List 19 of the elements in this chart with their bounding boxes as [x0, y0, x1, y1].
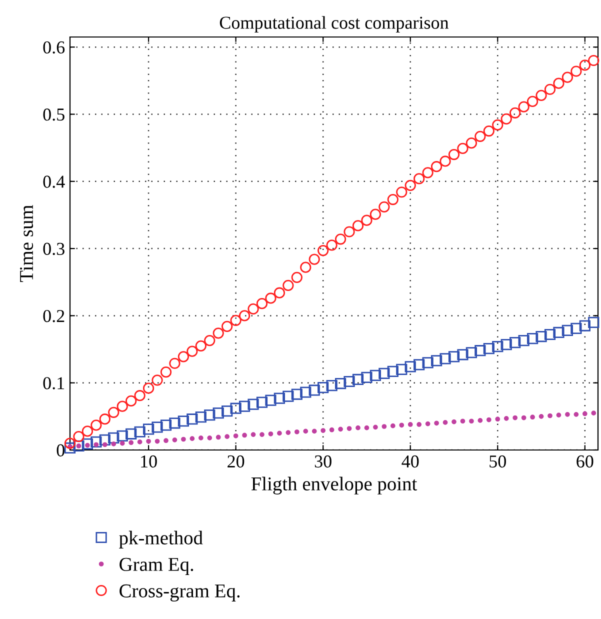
chart-title: Computational cost comparison: [220, 16, 449, 33]
y-tick-label: 0.1: [43, 377, 64, 390]
x-tick-label: 40: [402, 455, 419, 468]
x-tick-label: 30: [314, 455, 332, 468]
y-tick-label: 0.5: [43, 108, 64, 121]
x-tick-label: 50: [490, 455, 506, 468]
x-axis-title: Fligth envelope point: [251, 476, 418, 494]
legend-label: Cross-gram Eq.: [120, 584, 240, 602]
legend-label: pk-method: [119, 530, 203, 548]
y-tick-label: 0.2: [43, 310, 64, 322]
legend-label: Gram Eq.: [120, 558, 194, 575]
x-tick-label: 10: [141, 455, 157, 468]
y-axis-title: Time sum: [20, 204, 34, 282]
x-tick-label: 20: [228, 455, 244, 468]
y-tick-label: 0.3: [43, 242, 64, 256]
y-tick-label: 0.4: [43, 176, 65, 188]
y-tick-label: 0.6: [43, 41, 65, 54]
x-tick-label: 60: [576, 455, 594, 468]
y-tick-label: 0: [56, 444, 64, 456]
